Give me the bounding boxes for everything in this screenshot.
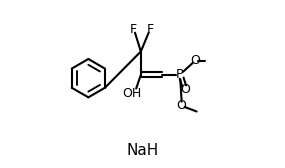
Text: NaH: NaH [126,143,159,158]
Text: OH: OH [122,87,141,100]
Text: O: O [181,83,190,96]
Text: F: F [146,23,154,35]
Text: O: O [190,54,200,67]
Text: O: O [177,99,187,112]
Text: F: F [130,23,137,35]
Text: P: P [176,68,184,81]
